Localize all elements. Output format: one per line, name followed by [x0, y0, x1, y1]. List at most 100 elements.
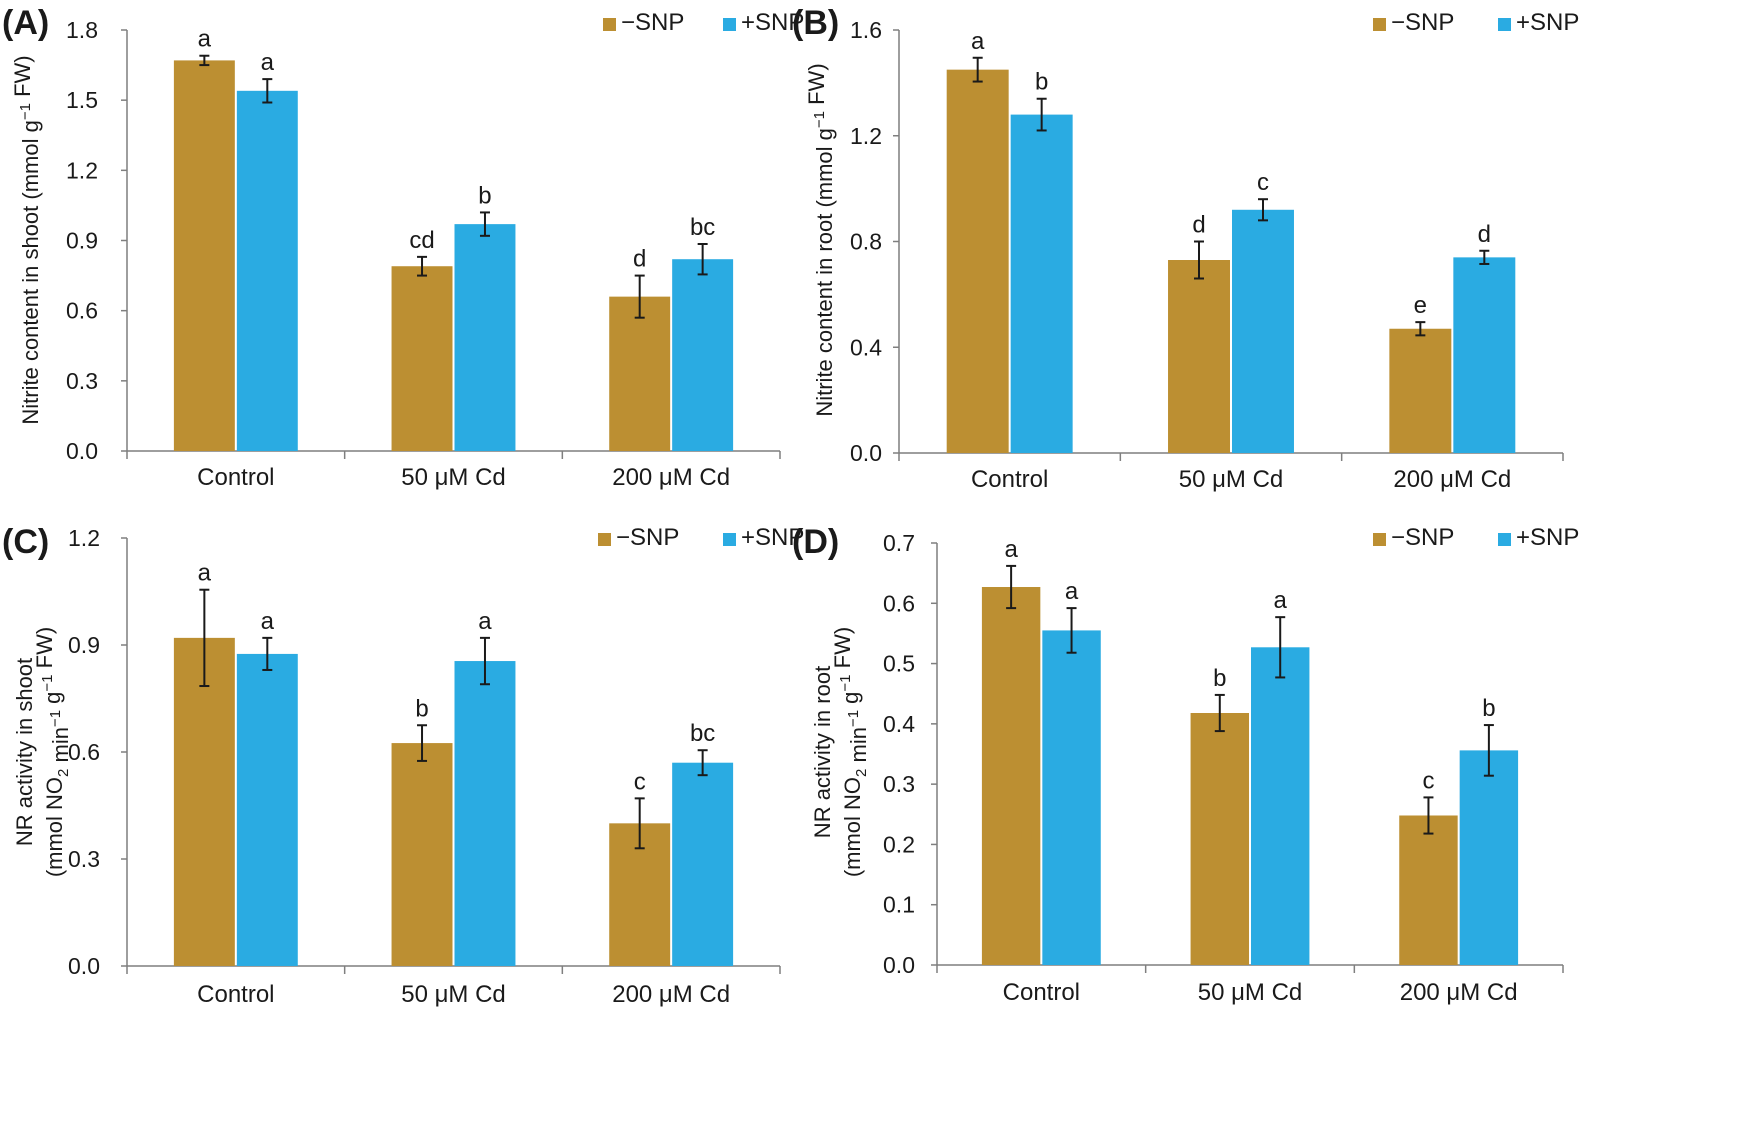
y-axis-label-line2: (mmol NO2 min−1 g−1 FW): [32, 627, 73, 877]
legend-label: +SNP: [741, 9, 804, 36]
x-category-label: 50 μM Cd: [401, 981, 506, 1008]
significance-letter: b: [1213, 665, 1226, 692]
legend-swatch: [598, 533, 611, 546]
x-category-label: 200 μM Cd: [612, 981, 730, 1008]
legend-label: −SNP: [1391, 9, 1454, 36]
bar-minus-snp: [609, 296, 671, 451]
y-tick-label: 0.6: [68, 739, 100, 765]
y-tick-label: 0.3: [883, 771, 915, 797]
significance-letter: bc: [690, 720, 715, 747]
significance-letter: a: [198, 560, 212, 587]
y-axis-label: Nitrite content in root (mmol g−1 FW): [804, 63, 837, 416]
significance-letter: b: [415, 695, 428, 722]
y-tick-label: 0.3: [66, 368, 98, 394]
y-axis-label-line2: (mmol NO2 min−1 g−1 FW): [830, 627, 871, 877]
significance-letter: a: [1004, 536, 1018, 563]
significance-letter: c: [1257, 169, 1269, 196]
legend-label: −SNP: [616, 524, 679, 551]
bar-plus-snp: [1251, 647, 1310, 965]
bar-plus-snp: [672, 762, 734, 966]
x-category-label: Control: [197, 464, 274, 491]
y-tick-label: 0.4: [850, 334, 882, 360]
legend-swatch: [1373, 18, 1386, 31]
x-category-label: 50 μM Cd: [1198, 979, 1303, 1006]
significance-letter: a: [261, 608, 275, 635]
y-tick-label: 1.5: [66, 87, 98, 113]
bar-plus-snp: [1453, 257, 1516, 453]
bar-plus-snp: [1010, 114, 1073, 453]
significance-letter: a: [261, 49, 275, 76]
legend-label: +SNP: [741, 524, 804, 551]
legend-swatch: [603, 18, 616, 31]
significance-letter: e: [1414, 292, 1427, 319]
y-tick-label: 0.9: [68, 632, 100, 658]
significance-letter: c: [634, 768, 646, 795]
bar-plus-snp: [236, 90, 298, 452]
y-tick-label: 1.2: [68, 525, 100, 551]
y-tick-label: 1.6: [850, 17, 882, 43]
bar-plus-snp: [1232, 209, 1294, 453]
bar-plus-snp: [1042, 630, 1101, 965]
significance-letter: a: [1065, 578, 1079, 605]
y-tick-label: 0.0: [66, 438, 98, 464]
y-tick-label: 0.2: [883, 831, 915, 857]
significance-letter: a: [971, 28, 985, 55]
bar-minus-snp: [946, 69, 1009, 453]
x-category-label: 200 μM Cd: [1393, 466, 1511, 493]
y-tick-label: 0.4: [883, 711, 915, 737]
y-tick-label: 0.1: [883, 892, 915, 918]
bar-minus-snp: [1399, 815, 1458, 965]
chart-panel-c: (C) 0.0 0.3 0.6 0.9 1.2 Control 50 μM Cd 200 μM …: [2, 523, 804, 1008]
y-tick-label: 0.6: [66, 298, 98, 324]
x-category-label: 200 μM Cd: [612, 464, 730, 491]
significance-letter: d: [1478, 221, 1491, 248]
y-tick-label: 0.5: [883, 651, 915, 677]
bar-minus-snp: [391, 266, 453, 451]
x-category-label: 50 μM Cd: [401, 464, 506, 491]
y-tick-label: 0.3: [68, 846, 100, 872]
bar-minus-snp: [1190, 713, 1249, 965]
y-tick-label: 0.8: [850, 229, 882, 255]
y-tick-label: 0.7: [883, 530, 915, 556]
bar-minus-snp: [1389, 328, 1452, 453]
bar-plus-snp: [1459, 750, 1519, 965]
y-tick-label: 0.0: [68, 953, 100, 979]
significance-letter: d: [633, 246, 646, 273]
bar-minus-snp: [173, 637, 235, 966]
chart-panel-b: (B) 0.0 0.4 0.8 1.2 1.6 Control 50 μM Cd 200 μM …: [792, 4, 1579, 493]
y-tick-label: 0.0: [850, 440, 882, 466]
legend-swatch: [723, 533, 736, 546]
bar-plus-snp: [454, 224, 516, 451]
panel-label: (B): [792, 4, 839, 42]
x-category-label: 200 μM Cd: [1400, 979, 1518, 1006]
chart-panel-a: (A) 0.0 0.3 0.6 0.9 1.2 1.5 1.8 Control 50 μM Cd 2…: [2, 4, 804, 491]
bar-minus-snp: [173, 60, 235, 452]
bar-minus-snp: [1168, 260, 1230, 453]
x-category-label: Control: [971, 466, 1048, 493]
y-tick-label: 1.2: [66, 157, 98, 183]
bar-minus-snp: [391, 743, 453, 966]
legend-swatch: [723, 18, 736, 31]
significance-letter: b: [1035, 69, 1048, 96]
panel-label: (A): [2, 4, 49, 42]
x-category-label: 50 μM Cd: [1179, 466, 1284, 493]
y-tick-label: 0.0: [883, 952, 915, 978]
significance-letter: a: [198, 26, 212, 53]
significance-letter: b: [478, 182, 491, 209]
bar-plus-snp: [672, 259, 734, 451]
y-tick-label: 1.8: [66, 17, 98, 43]
y-tick-label: 0.6: [883, 590, 915, 616]
significance-letter: cd: [409, 227, 434, 254]
legend-label: +SNP: [1516, 524, 1579, 551]
y-axis-label-line1: NR activity in root: [810, 666, 835, 838]
legend-swatch: [1373, 533, 1386, 546]
bar-minus-snp: [981, 587, 1041, 965]
panel-label: (D): [792, 523, 839, 561]
y-tick-label: 1.2: [850, 123, 882, 149]
legend-label: +SNP: [1516, 9, 1579, 36]
significance-letter: a: [478, 608, 492, 635]
significance-letter: b: [1482, 695, 1495, 722]
legend-swatch: [1498, 533, 1511, 546]
